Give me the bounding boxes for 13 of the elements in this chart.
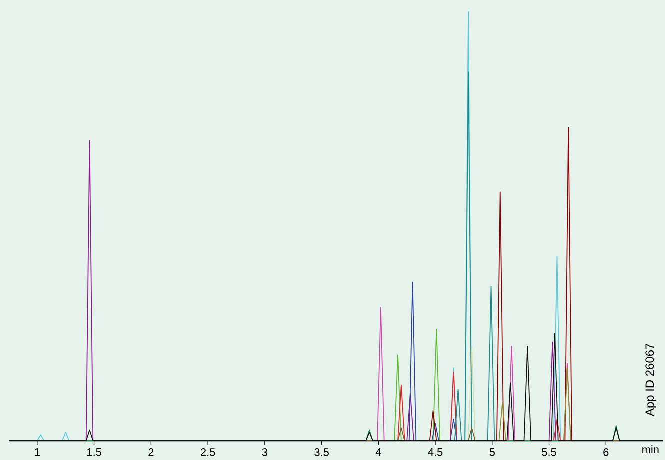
x-tick-label: 4: [376, 448, 382, 456]
x-tick-label: 1.5: [88, 448, 102, 456]
x-tick-label: 2: [148, 448, 154, 456]
annotation: App ID 26067: [646, 344, 656, 416]
x-tick-label: 5.5: [542, 448, 556, 456]
x-axis-title: min: [642, 446, 659, 454]
x-tick-label: 2.5: [200, 448, 216, 456]
x-tick-label: 3.5: [314, 448, 329, 456]
x-tick-label: 6: [604, 448, 609, 456]
x-tick-label: 3: [262, 448, 268, 456]
x-tick-label: 4.5: [428, 448, 443, 456]
x-tick-label: 5: [490, 448, 495, 456]
x-tick-label: 1: [35, 448, 40, 456]
